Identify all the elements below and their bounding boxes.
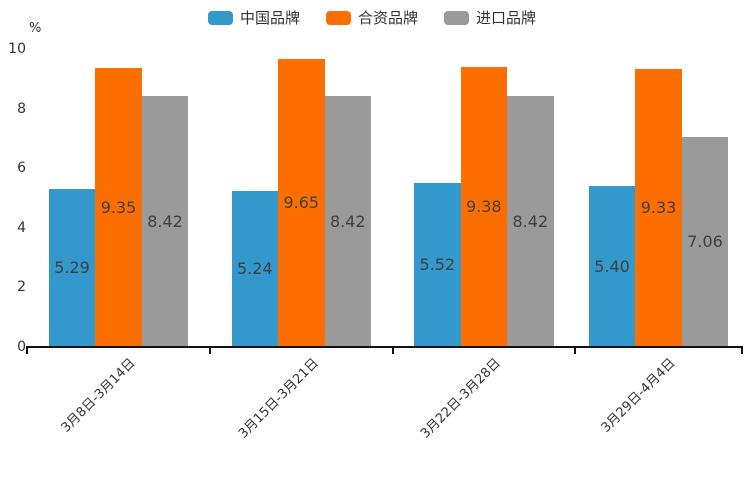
bar[interactable] xyxy=(635,68,682,347)
y-tick-label: 6 xyxy=(17,160,26,177)
bar[interactable] xyxy=(681,136,729,347)
legend-item[interactable]: 合资品牌 xyxy=(325,7,418,28)
plot-area: 5.29 9.35 8.42 5.24 9.65 8.42 5.52 9.38 8.42 5.40… xyxy=(27,49,742,347)
y-tick-label: 2 xyxy=(17,279,26,296)
y-axis-unit-label: % xyxy=(29,21,42,36)
bar[interactable] xyxy=(141,96,189,347)
legend-swatch-icon xyxy=(325,10,351,25)
legend-item[interactable]: 中国品牌 xyxy=(207,7,300,28)
bar-value-label: 9.65 xyxy=(283,193,320,213)
x-axis-tick xyxy=(26,346,28,354)
x-tick-label-text: 3月22日-3月28日 xyxy=(418,355,505,442)
bar[interactable] xyxy=(48,189,96,347)
legend-swatch-icon xyxy=(444,10,469,25)
x-axis-line xyxy=(27,346,743,348)
bar-value-label: 8.42 xyxy=(329,211,366,231)
bar-value-label: 8.42 xyxy=(512,211,549,231)
bar[interactable] xyxy=(588,186,636,347)
x-axis-tick xyxy=(209,346,211,354)
bar-value-label: 5.40 xyxy=(594,256,630,276)
legend-label: 合资品牌 xyxy=(357,9,418,27)
legend-label: 进口品牌 xyxy=(476,9,537,27)
legend-label: 中国品牌 xyxy=(239,9,300,27)
bar[interactable] xyxy=(278,59,325,347)
bar-value-label: 9.35 xyxy=(100,197,137,217)
bar[interactable] xyxy=(95,68,142,347)
bar[interactable] xyxy=(231,190,278,347)
legend: 中国品牌 合资品牌 进口品牌 xyxy=(0,7,744,28)
bar-value-label: 5.24 xyxy=(236,258,273,278)
x-axis-tick xyxy=(574,346,576,354)
bar-value-label: 5.52 xyxy=(419,254,456,274)
legend-item[interactable]: 进口品牌 xyxy=(444,7,536,28)
y-tick-label: 4 xyxy=(17,219,26,236)
x-tick-label-text: 3月29日-4月4日 xyxy=(598,355,679,436)
y-tick-label: 8 xyxy=(17,100,26,117)
x-tick-label-text: 3月8日-3月14日 xyxy=(58,355,139,436)
bar-value-label: 8.42 xyxy=(147,211,183,231)
bar[interactable] xyxy=(324,96,371,347)
bar-value-label: 9.33 xyxy=(640,197,677,217)
bar-value-label: 5.29 xyxy=(54,258,90,278)
y-tick-label: 10 xyxy=(8,41,26,57)
x-axis-tick xyxy=(741,346,743,354)
y-tick-label: 0 xyxy=(17,339,26,355)
x-tick-label-text: 3月15日-3月21日 xyxy=(235,355,322,442)
bar-value-label: 9.38 xyxy=(465,197,502,217)
bar[interactable] xyxy=(507,96,554,347)
bar-value-label: 7.06 xyxy=(687,231,723,251)
x-axis-tick xyxy=(391,346,394,354)
legend-swatch-icon xyxy=(207,10,233,25)
bar[interactable] xyxy=(460,67,507,347)
bar[interactable] xyxy=(414,182,461,347)
